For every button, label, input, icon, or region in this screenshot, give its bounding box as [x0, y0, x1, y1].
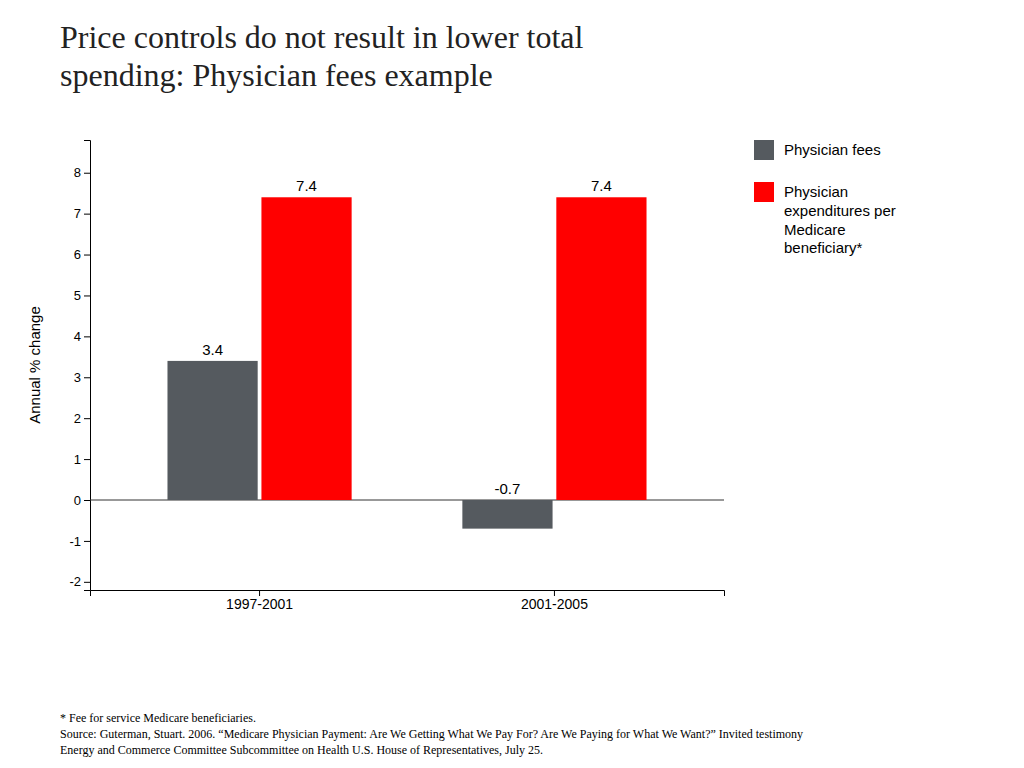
y-tick-mark: [84, 582, 90, 583]
footnote: Source: Guterman, Stuart. 2006. “Medicar…: [60, 727, 803, 741]
plot: -2 -1 0 1 2 3 4 5 6 7 8 1997-2001 2001-2005 3.4 -0.7 7.…: [69, 141, 724, 612]
y-tick: 1: [74, 452, 90, 467]
data-label: 7.4: [296, 177, 317, 194]
bar: [462, 500, 552, 529]
x-axis: 1997-2001 2001-2005: [91, 590, 725, 612]
legend-swatch: [754, 140, 774, 160]
x-tick: 1997-2001: [226, 590, 293, 612]
y-tick-mark: [84, 459, 90, 460]
y-tick-label: 4: [74, 329, 81, 344]
y-tick-label: 7: [74, 206, 81, 221]
x-tick-label: 2001-2005: [521, 596, 588, 612]
y-tick-label: 5: [74, 288, 81, 303]
y-tick-label: 1: [74, 452, 81, 467]
footnote: * Fee for service Medicare beneficiaries…: [60, 711, 256, 725]
y-tick-label: 3: [74, 370, 81, 385]
data-labels: 3.4 -0.7 7.4 7.4: [202, 177, 612, 497]
y-tick-mark: [84, 336, 90, 337]
y-tick: 2: [74, 411, 90, 426]
y-axis: -2 -1 0 1 2 3 4 5 6 7 8: [69, 141, 90, 591]
y-tick-label: 6: [74, 247, 81, 262]
y-tick-mark: [84, 255, 90, 256]
legend-label: Physician fees: [784, 141, 881, 158]
chart: Price controls do not result in lower to…: [0, 0, 1024, 768]
y-tick: 5: [74, 288, 90, 303]
data-label: 7.4: [591, 177, 612, 194]
y-tick: 8: [74, 165, 90, 180]
y-tick-mark: [84, 541, 90, 542]
bar: [261, 197, 351, 500]
legend-swatch: [754, 182, 774, 202]
y-axis-line: [84, 141, 91, 591]
legend-label: Physicianexpenditures perMedicarebenefic…: [784, 183, 896, 256]
y-tick-mark: [84, 173, 90, 174]
y-tick: 4: [74, 329, 90, 344]
y-tick-mark: [84, 377, 90, 378]
y-tick: -2: [69, 574, 90, 589]
data-label: 3.4: [202, 341, 223, 358]
title: Price controls do not result in lower to…: [60, 19, 584, 93]
y-tick: 0: [74, 493, 90, 508]
x-tick: 2001-2005: [521, 590, 588, 612]
y-tick-label: 2: [74, 411, 81, 426]
y-tick: 6: [74, 247, 90, 262]
y-tick: 7: [74, 206, 90, 221]
footnote: Energy and Commerce Committee Subcommitt…: [60, 743, 543, 757]
y-tick-mark: [84, 214, 90, 215]
y-tick: 3: [74, 370, 90, 385]
y-tick-label: -2: [69, 574, 81, 589]
bar: [167, 361, 257, 500]
y-tick-label: -1: [69, 534, 81, 549]
y-tick-label: 8: [74, 165, 81, 180]
y-tick: -1: [69, 534, 90, 549]
y-axis-title: Annual % change: [26, 306, 43, 424]
legend: Physician fees Physicianexpenditures perM…: [754, 140, 896, 256]
data-label: -0.7: [495, 480, 521, 497]
y-tick-mark: [84, 500, 90, 501]
y-tick-mark: [84, 418, 90, 419]
x-axis-line: [91, 591, 725, 597]
bars: [167, 197, 646, 528]
y-tick-mark: [84, 295, 90, 296]
bar: [556, 197, 646, 500]
y-tick-label: 0: [74, 493, 81, 508]
x-tick-label: 1997-2001: [226, 596, 293, 612]
